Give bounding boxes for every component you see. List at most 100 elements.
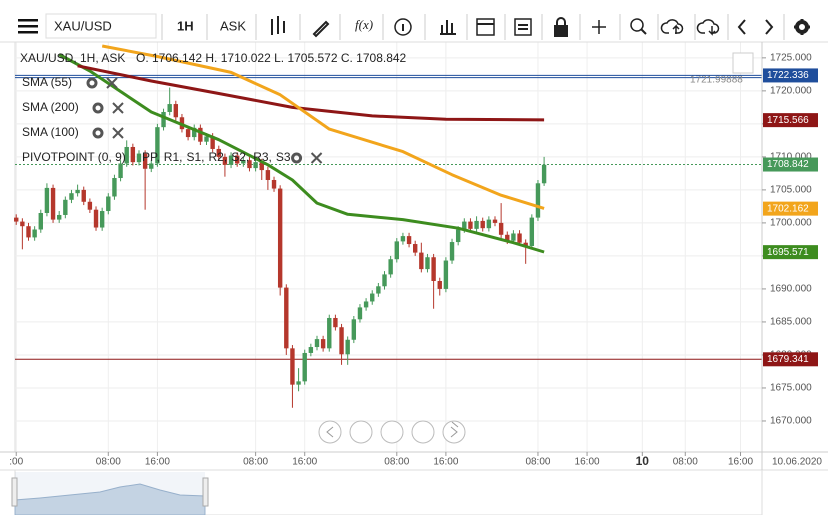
candle-body: [413, 244, 418, 253]
candle-body: [173, 104, 179, 118]
price-box: [763, 352, 818, 367]
info-button[interactable]: [394, 18, 412, 36]
toolbar: XAU/USD 1H ASK f(x): [0, 0, 828, 43]
candle-body: [480, 220, 485, 229]
remove-icon[interactable]: [310, 152, 323, 164]
back-button[interactable]: [737, 19, 746, 35]
candle-body: [425, 257, 430, 270]
candle-type-button[interactable]: [271, 16, 285, 35]
candle-body: [50, 187, 56, 220]
candle-body: [44, 187, 50, 213]
candle-body: [63, 199, 68, 215]
candle-body: [498, 222, 504, 235]
candle-body: [167, 104, 172, 112]
candle-body: [382, 274, 387, 287]
candle-body: [541, 164, 547, 184]
y-tick-label: 1685.000: [770, 317, 812, 328]
candle-body: [93, 209, 99, 228]
remove-icon[interactable]: [112, 102, 124, 114]
symbol-input[interactable]: [45, 13, 157, 39]
candle-body: [124, 146, 129, 164]
x-tick-label: 16:00: [292, 457, 317, 468]
date-label: 10.06.2020: [772, 457, 822, 468]
settings-icon[interactable]: [92, 102, 104, 114]
y-tick-label: 1705.000: [770, 185, 812, 196]
candle-body: [357, 307, 363, 320]
lock-button[interactable]: [554, 17, 568, 37]
x-tick-label: 08:00: [525, 457, 550, 468]
candle-body: [431, 257, 436, 282]
side[interactable]: ASK: [220, 18, 246, 33]
crosshair-button[interactable]: [592, 20, 606, 34]
candle-body: [302, 352, 307, 382]
pivot-label: R3,: [253, 150, 272, 164]
x-tick-label: 16:00: [433, 457, 458, 468]
settings-icon[interactable]: [92, 127, 104, 139]
settings-icon[interactable]: [86, 77, 98, 89]
upload-button[interactable]: [660, 19, 684, 34]
candle-body: [327, 317, 332, 349]
y-tick-label: 1720.000: [770, 85, 812, 96]
pivot-label: R1,: [164, 150, 183, 164]
legend-entry: PIVOTPOINT (0, 9): [22, 150, 126, 164]
candle-body: [271, 179, 277, 189]
y-tick-label: 1700.000: [770, 218, 812, 229]
price-box: [763, 157, 818, 172]
y-tick-label: 1725.000: [770, 52, 812, 63]
candle-body: [474, 220, 479, 229]
separators: [161, 14, 785, 40]
candle-body: [32, 229, 37, 238]
zoom-out[interactable]: [349, 420, 373, 444]
download-button[interactable]: [696, 19, 720, 36]
candle-body: [69, 193, 74, 200]
pan-right[interactable]: [442, 420, 466, 444]
interval[interactable]: 1H: [177, 18, 194, 33]
candle-body: [284, 287, 289, 349]
price-box-label: 1715.566: [767, 115, 809, 126]
fx-button[interactable]: f(x): [355, 17, 373, 32]
price-box-label: 1708.842: [767, 159, 809, 170]
level-label: 1721.99888: [690, 74, 743, 85]
calendar-button[interactable]: [476, 18, 495, 36]
settings-icon[interactable]: [291, 152, 303, 164]
zoom-in[interactable]: [411, 420, 435, 444]
candle-body: [400, 236, 406, 242]
reset[interactable]: [380, 420, 404, 444]
candle-body: [87, 201, 93, 210]
forward-button[interactable]: [765, 19, 774, 35]
x-tick-label: 08:00: [673, 457, 698, 468]
x-tick-label: 16:00: [728, 457, 753, 468]
navigator[interactable]: [11, 469, 763, 515]
y-tick-label: 1675.000: [770, 383, 812, 394]
candle-body: [185, 129, 191, 138]
candle-body: [81, 189, 86, 202]
pivot-label: R2,: [209, 150, 228, 164]
candle-body: [56, 214, 62, 220]
pivot-label: S1,: [186, 150, 204, 164]
settings-button[interactable]: [794, 19, 810, 35]
expand-button[interactable]: [732, 52, 754, 74]
candle-body: [216, 148, 221, 157]
remove-icon[interactable]: [112, 127, 124, 139]
indicators-button[interactable]: [440, 20, 456, 35]
candle-body: [296, 381, 301, 385]
price-box-label: 1702.162: [767, 203, 809, 214]
menu-button[interactable]: [18, 19, 38, 34]
template-button[interactable]: [514, 18, 532, 36]
x-tick-label: :00: [9, 457, 23, 468]
price-box: [763, 245, 818, 260]
sma-line: [58, 53, 545, 254]
zoom-button[interactable]: [630, 18, 647, 35]
x-tick-label: 08:00: [243, 457, 268, 468]
candle-body: [517, 233, 522, 243]
candle-body: [228, 155, 234, 165]
candle-body: [20, 221, 25, 227]
candle-body: [492, 219, 498, 223]
candle-body: [26, 226, 31, 238]
candle-body: [529, 217, 535, 247]
draw-button[interactable]: [312, 20, 330, 38]
candle-body: [210, 136, 215, 149]
candle-body: [468, 221, 473, 229]
pan-left[interactable]: [318, 420, 342, 444]
remove-icon[interactable]: [106, 77, 118, 89]
